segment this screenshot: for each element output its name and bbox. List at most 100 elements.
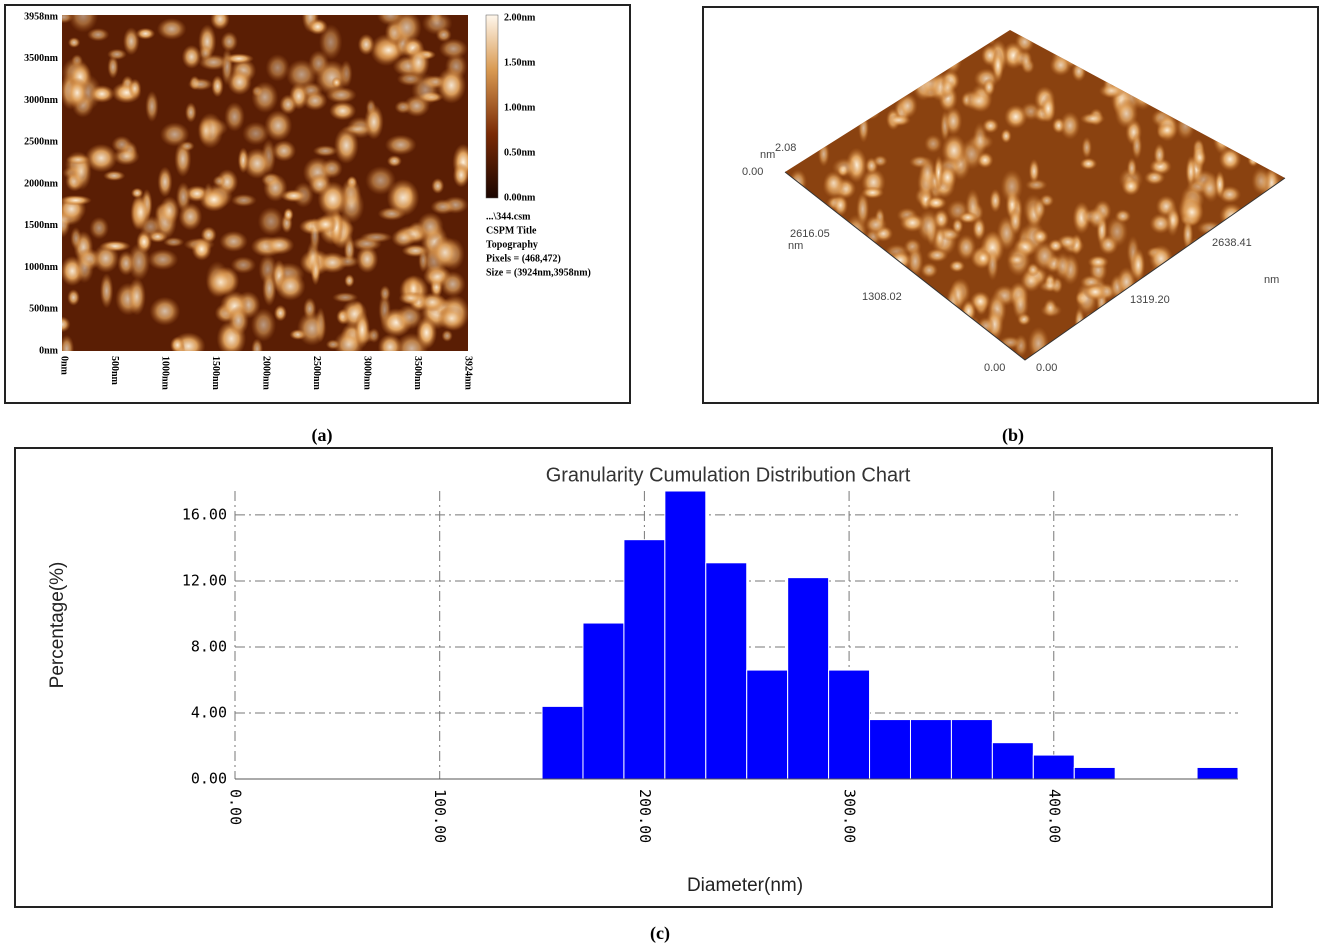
y-tick-label: 3000nm [24,95,59,106]
grain [1054,252,1071,279]
bar [706,563,747,779]
grain [228,305,249,335]
caption: (c) [650,923,670,944]
grain [182,45,202,69]
x-tick-label: 2000nm [261,356,272,391]
caption: (a) [312,425,333,446]
grain [919,156,936,189]
grain [1083,283,1107,300]
grain [251,308,276,342]
grain [198,54,228,70]
grain [1122,177,1141,196]
y-tick-label: 16.00 [182,505,227,523]
grain [68,37,80,48]
grain [66,77,88,108]
grain [1033,198,1046,220]
x-tick-label: 400.00 [1045,789,1063,843]
grain [231,256,257,273]
grain [1004,105,1027,129]
grain [136,28,155,40]
grain [958,211,978,223]
grain [221,32,238,52]
grain [107,49,127,60]
grain [344,274,354,287]
grain [944,107,962,136]
grain [1026,263,1039,277]
grain [436,67,466,104]
grain [185,102,197,122]
grain [924,134,942,153]
grain [128,243,150,281]
grain [1060,111,1081,140]
grain [417,212,444,241]
grain [1132,133,1143,160]
grain [272,140,296,161]
grain [1043,299,1057,317]
bar [992,743,1033,779]
grain [418,293,446,312]
y-tick-label: 0nm [39,345,59,356]
axis-label-3d: 2616.05 [790,228,830,240]
grain [441,330,452,342]
x-tick-label: 500nm [109,356,120,386]
grain [439,38,468,59]
bar [542,706,583,779]
grain [264,236,294,255]
grain [1088,206,1106,229]
grain [160,122,189,146]
grain [103,171,125,181]
x-tick-label: 1000nm [160,356,171,391]
grain [387,179,420,216]
grain [395,100,412,113]
y-tick-label: 0.00 [191,770,227,788]
x-tick-label: 300.00 [841,789,859,843]
grain [283,208,293,222]
grain [1029,159,1040,184]
grain [938,165,957,191]
colorbar-label: 1.00nm [504,102,536,113]
y-tick-label: 4.00 [191,703,227,721]
grain [128,278,146,316]
bar [870,720,911,779]
grain [308,19,328,35]
axis-label-3d: nm [788,240,803,252]
grain [391,229,416,248]
figure: (a) (b) (c) Granularity Cumulation Distr… [0,0,1325,950]
grain [315,60,348,95]
y-tick-label: 3500nm [24,53,59,64]
grain [227,69,252,95]
grain [93,244,119,273]
grain [453,163,470,188]
grain [201,226,217,243]
grain [358,34,375,55]
grain [408,45,430,79]
grain [60,195,92,205]
grain [198,117,213,145]
grain [275,272,306,301]
page: {"panel_a": { "y_labels": ["3958nm", "35… [0,0,1325,950]
grain [279,94,297,114]
axis-label-3d: nm [1264,274,1279,286]
axis-label-3d: 0.00 [1036,362,1057,374]
x-tick-label: 0nm [59,356,70,376]
grain [364,104,384,139]
colorbar-label: 0.00nm [504,192,536,203]
x-tick-label: 2500nm [311,356,322,391]
grain [418,248,428,273]
grain [317,181,348,217]
colorbar [486,15,498,198]
grain [440,271,466,297]
grain [920,262,938,278]
grain [356,245,378,273]
y-tick-label: 12.00 [182,571,227,589]
grain [900,213,926,232]
grain [219,231,248,252]
grain [231,194,257,207]
grain [966,90,991,112]
grain [206,268,235,297]
x-tick-label: 100.00 [431,789,449,843]
bar [1197,767,1238,779]
y-tick-label: 1000nm [24,262,59,273]
x-tick-label: 3924nm [463,356,474,391]
grain [989,189,1001,213]
